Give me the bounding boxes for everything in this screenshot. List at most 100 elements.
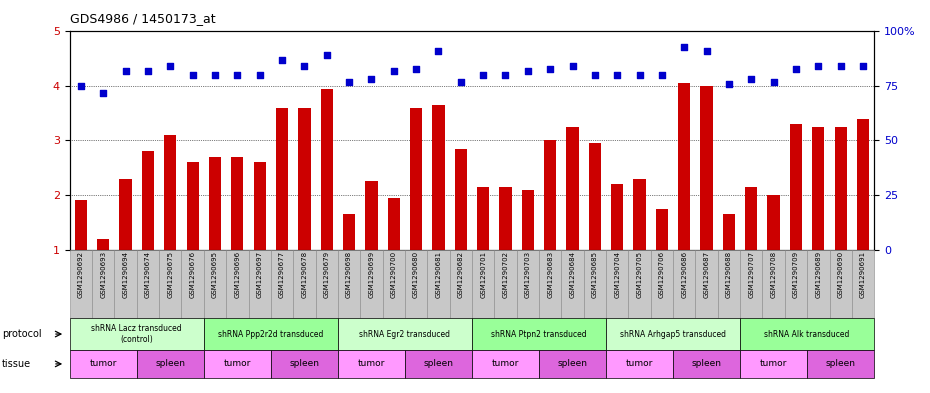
- Point: [632, 72, 647, 78]
- Text: GSM1290703: GSM1290703: [525, 251, 531, 298]
- Bar: [589, 143, 601, 250]
- Bar: [499, 187, 512, 250]
- Bar: [857, 119, 870, 250]
- Point: [833, 63, 848, 70]
- Text: GSM1290692: GSM1290692: [78, 251, 84, 298]
- Point: [498, 72, 513, 78]
- Bar: [343, 214, 355, 250]
- Bar: [232, 157, 244, 250]
- Bar: [165, 135, 177, 250]
- Text: GSM1290694: GSM1290694: [123, 251, 128, 298]
- Text: GSM1290700: GSM1290700: [391, 251, 397, 298]
- Text: shRNA Alk transduced: shRNA Alk transduced: [764, 330, 850, 338]
- Text: GSM1290704: GSM1290704: [614, 251, 620, 298]
- Bar: [633, 179, 645, 250]
- Point: [655, 72, 670, 78]
- Text: GSM1290688: GSM1290688: [726, 251, 732, 298]
- Bar: [477, 187, 489, 250]
- Text: spleen: spleen: [826, 360, 856, 368]
- Text: GSM1290681: GSM1290681: [435, 251, 442, 298]
- Point: [274, 57, 289, 63]
- Bar: [566, 127, 578, 250]
- Text: GSM1290678: GSM1290678: [301, 251, 308, 298]
- Text: tumor: tumor: [89, 360, 117, 368]
- Point: [140, 68, 155, 74]
- Point: [207, 72, 222, 78]
- Bar: [254, 162, 266, 250]
- Text: GSM1290696: GSM1290696: [234, 251, 240, 298]
- Point: [297, 63, 312, 70]
- Text: tumor: tumor: [626, 360, 653, 368]
- Text: GSM1290702: GSM1290702: [502, 251, 509, 298]
- Text: GSM1290689: GSM1290689: [816, 251, 821, 298]
- Point: [185, 72, 200, 78]
- Point: [476, 72, 491, 78]
- Text: GSM1290675: GSM1290675: [167, 251, 173, 298]
- Point: [341, 79, 356, 85]
- Text: GSM1290691: GSM1290691: [860, 251, 866, 298]
- Point: [543, 65, 558, 72]
- Point: [364, 76, 379, 83]
- Text: GSM1290709: GSM1290709: [793, 251, 799, 298]
- Point: [565, 63, 580, 70]
- Text: GSM1290676: GSM1290676: [190, 251, 195, 298]
- Text: GSM1290680: GSM1290680: [413, 251, 419, 298]
- Text: GSM1290685: GSM1290685: [591, 251, 598, 298]
- Bar: [74, 200, 87, 250]
- Text: GSM1290683: GSM1290683: [547, 251, 553, 298]
- Point: [96, 89, 111, 95]
- Point: [789, 65, 804, 72]
- Bar: [321, 89, 333, 250]
- Text: shRNA Lacz transduced
(control): shRNA Lacz transduced (control): [91, 324, 182, 344]
- Bar: [141, 151, 154, 250]
- Text: GSM1290701: GSM1290701: [480, 251, 486, 298]
- Text: GSM1290686: GSM1290686: [682, 251, 687, 298]
- Text: GSM1290695: GSM1290695: [212, 251, 218, 298]
- Bar: [209, 157, 221, 250]
- Bar: [522, 189, 534, 250]
- Text: GSM1290674: GSM1290674: [145, 251, 151, 298]
- Text: shRNA Ptpn2 transduced: shRNA Ptpn2 transduced: [491, 330, 587, 338]
- Bar: [700, 86, 712, 250]
- Point: [319, 52, 334, 59]
- Bar: [723, 214, 735, 250]
- Text: GSM1290697: GSM1290697: [257, 251, 262, 298]
- Point: [73, 83, 88, 89]
- Point: [386, 68, 401, 74]
- Bar: [299, 108, 311, 250]
- Bar: [276, 108, 288, 250]
- Bar: [790, 124, 803, 250]
- Text: spleen: spleen: [557, 360, 588, 368]
- Point: [521, 68, 536, 74]
- Text: GSM1290707: GSM1290707: [749, 251, 754, 298]
- Text: GSM1290706: GSM1290706: [659, 251, 665, 298]
- Text: shRNA Arhgap5 transduced: shRNA Arhgap5 transduced: [620, 330, 726, 338]
- Bar: [365, 182, 378, 250]
- Bar: [834, 127, 847, 250]
- Text: GSM1290677: GSM1290677: [279, 251, 285, 298]
- Text: GSM1290684: GSM1290684: [569, 251, 576, 298]
- Bar: [812, 127, 825, 250]
- Text: GSM1290698: GSM1290698: [346, 251, 352, 298]
- Point: [588, 72, 603, 78]
- Text: GSM1290699: GSM1290699: [368, 251, 375, 298]
- Text: spleen: spleen: [423, 360, 454, 368]
- Text: spleen: spleen: [289, 360, 319, 368]
- Bar: [455, 149, 467, 250]
- Text: GSM1290687: GSM1290687: [704, 251, 710, 298]
- Point: [163, 63, 178, 70]
- Text: spleen: spleen: [155, 360, 185, 368]
- Point: [431, 48, 445, 54]
- Point: [408, 65, 423, 72]
- Point: [118, 68, 133, 74]
- Bar: [388, 198, 400, 250]
- Bar: [432, 105, 445, 250]
- Point: [744, 76, 759, 83]
- Point: [856, 63, 870, 70]
- Text: tumor: tumor: [492, 360, 519, 368]
- Bar: [678, 83, 690, 250]
- Point: [610, 72, 625, 78]
- Text: GSM1290679: GSM1290679: [324, 251, 330, 298]
- Text: shRNA Ppp2r2d transduced: shRNA Ppp2r2d transduced: [219, 330, 324, 338]
- Text: tissue: tissue: [2, 359, 31, 369]
